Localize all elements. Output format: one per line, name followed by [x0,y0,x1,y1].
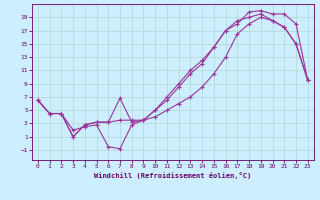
X-axis label: Windchill (Refroidissement éolien,°C): Windchill (Refroidissement éolien,°C) [94,172,252,179]
